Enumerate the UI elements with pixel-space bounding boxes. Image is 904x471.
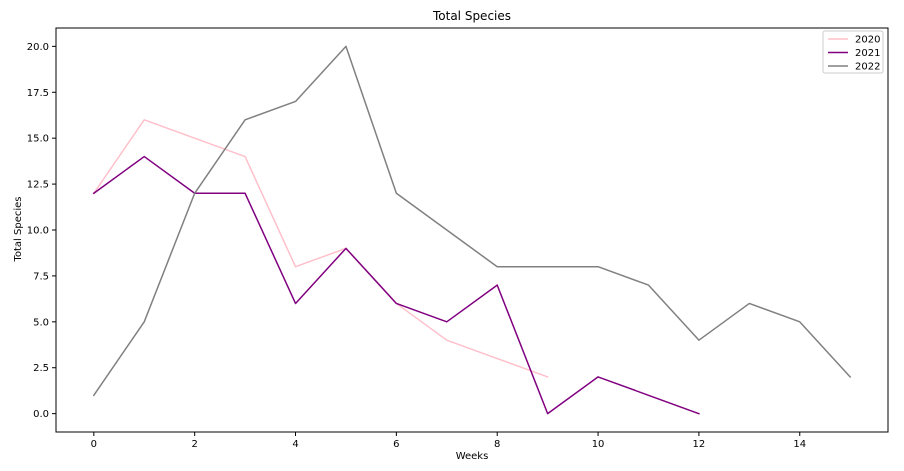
legend-label-2020: 2020 bbox=[855, 35, 880, 46]
legend: 2020 2021 2022 bbox=[822, 30, 884, 74]
y-tick-label: 5.0 bbox=[33, 317, 49, 328]
y-tick-label: 12.5 bbox=[27, 180, 49, 191]
series-line-2020 bbox=[92, 119, 549, 378]
x-tick-label: 0 bbox=[91, 439, 97, 450]
y-tick-label: 20.0 bbox=[27, 42, 49, 53]
x-axis-ticks: 0 2 4 6 8 10 12 14 bbox=[91, 432, 806, 450]
x-axis-label: Weeks bbox=[456, 451, 489, 462]
plot-series-group bbox=[92, 45, 852, 415]
legend-label-2022: 2022 bbox=[855, 62, 880, 73]
y-tick-label: 0.0 bbox=[33, 409, 49, 420]
y-tick-label: 10.0 bbox=[27, 226, 49, 237]
x-tick-label: 12 bbox=[693, 439, 706, 450]
y-tick-label: 15.0 bbox=[27, 134, 49, 145]
legend-label-2021: 2021 bbox=[855, 48, 880, 59]
x-tick-label: 14 bbox=[793, 439, 806, 450]
x-tick-label: 10 bbox=[592, 439, 605, 450]
chart-title: Total Species bbox=[432, 9, 511, 23]
x-tick-label: 4 bbox=[292, 439, 298, 450]
y-tick-label: 17.5 bbox=[27, 88, 49, 99]
y-axis-label: Total Species bbox=[13, 196, 24, 262]
x-tick-label: 8 bbox=[494, 439, 500, 450]
y-axis-ticks: 0.0 2.5 5.0 7.5 10.0 12.5 15.0 17.5 20.0 bbox=[27, 42, 56, 420]
legend-box bbox=[822, 30, 884, 74]
series-line-2021 bbox=[92, 155, 700, 415]
y-tick-label: 2.5 bbox=[33, 363, 49, 374]
x-tick-label: 6 bbox=[393, 439, 399, 450]
y-tick-label: 7.5 bbox=[33, 271, 49, 282]
x-tick-label: 2 bbox=[191, 439, 197, 450]
series-line-2022 bbox=[92, 45, 852, 397]
